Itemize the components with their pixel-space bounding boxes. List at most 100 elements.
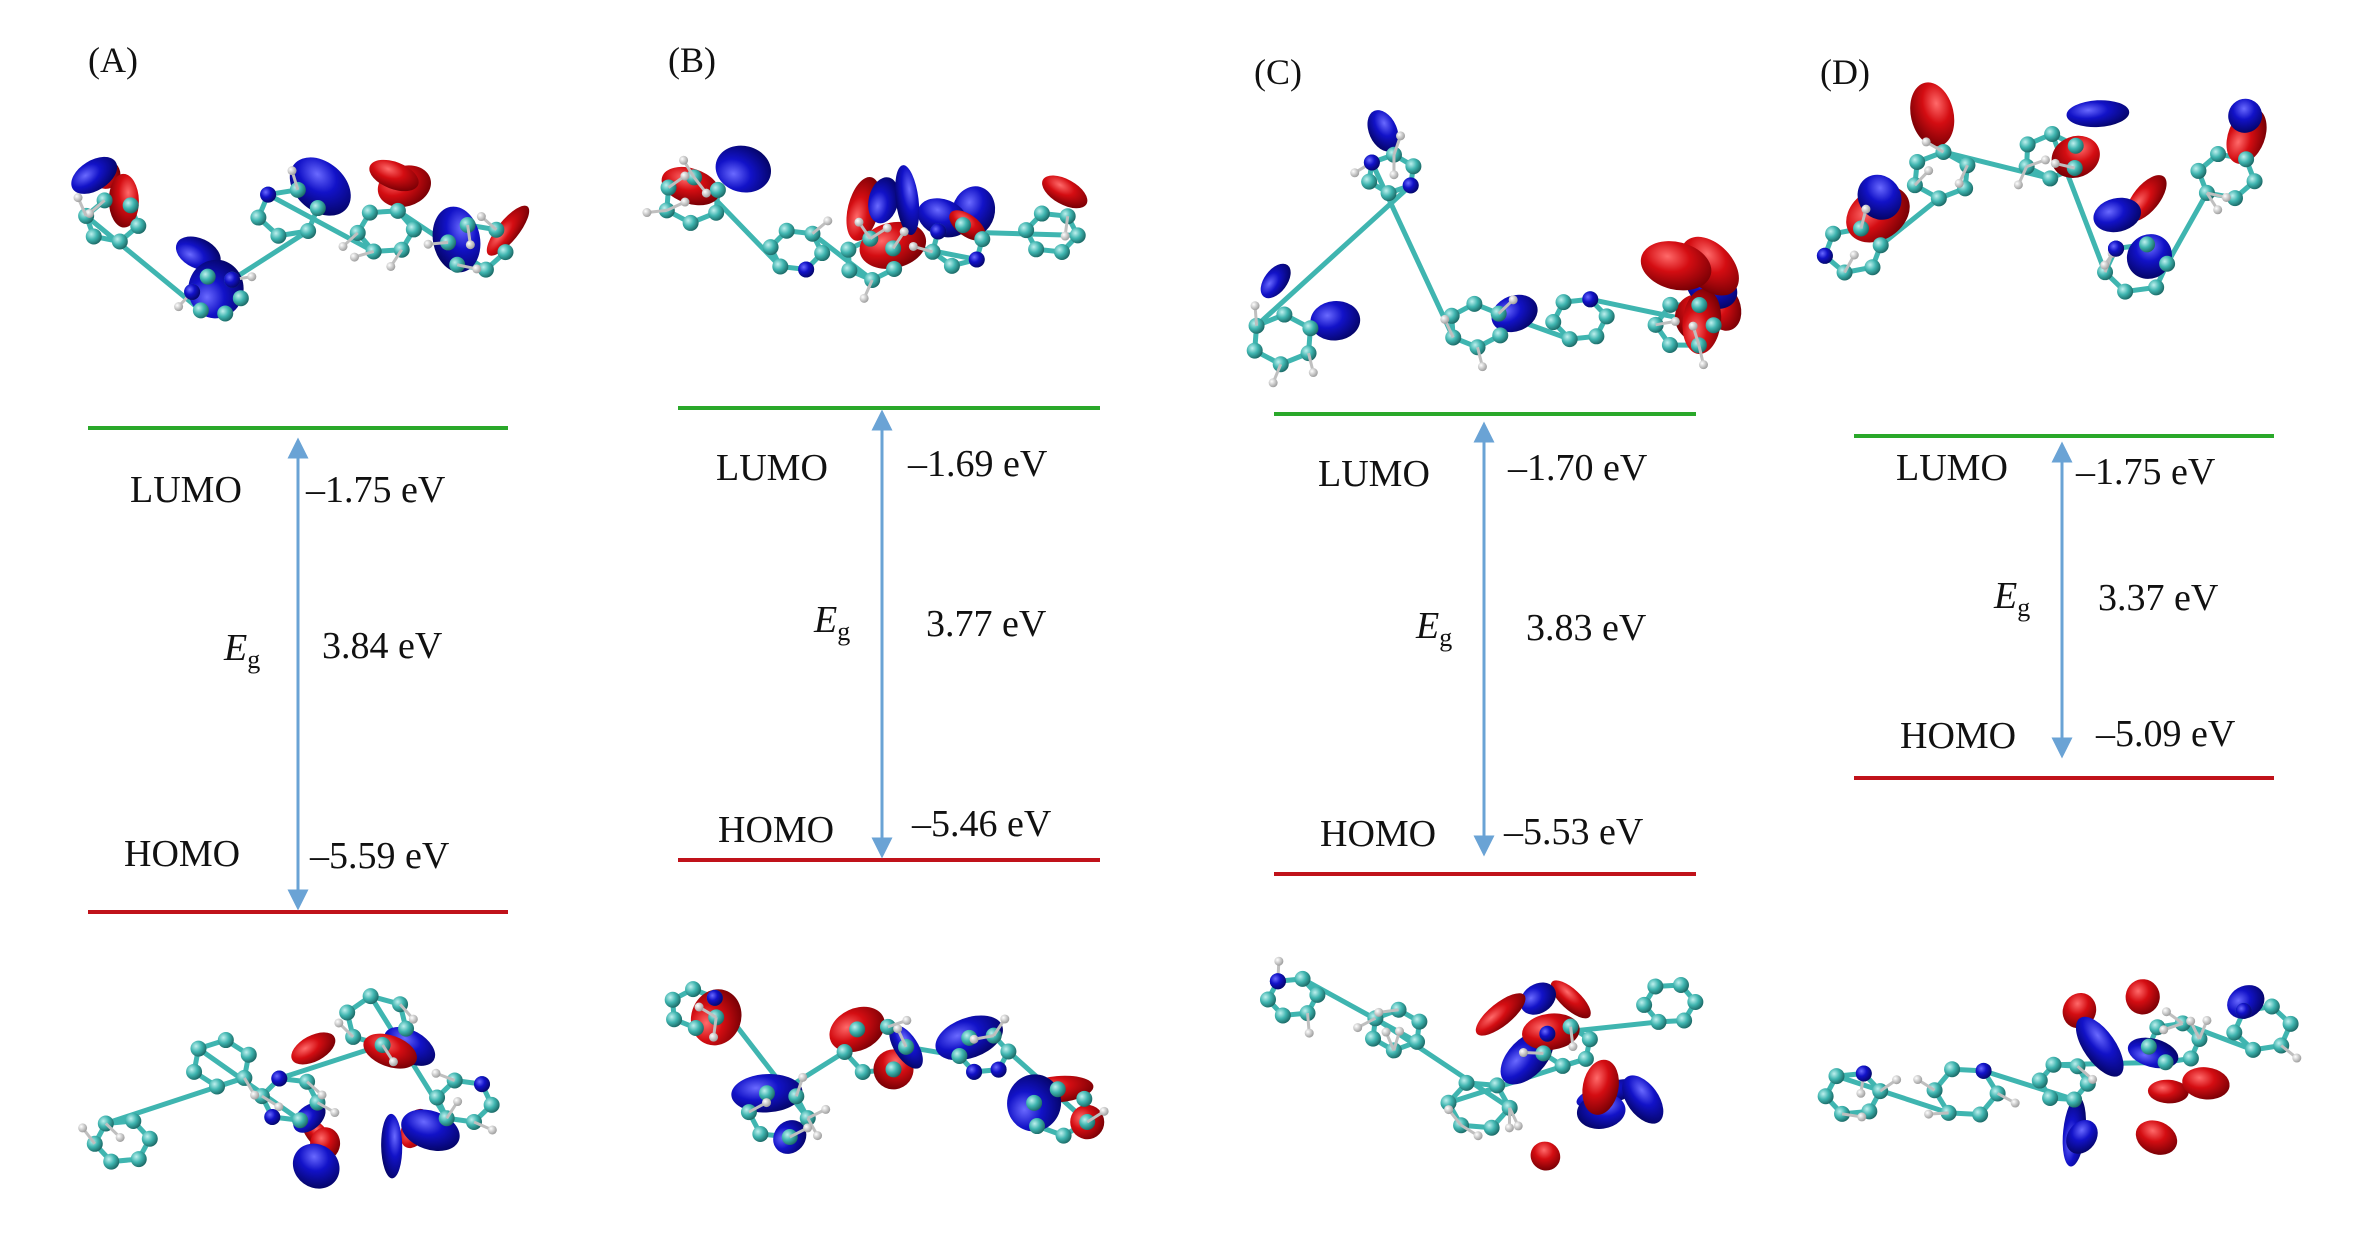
carbon-atom: [1055, 1127, 1072, 1144]
carbon-atom: [1650, 1013, 1667, 1030]
hydrogen-atom: [1670, 316, 1680, 326]
carbon-atom: [1676, 1012, 1693, 1029]
carbon-atom: [1409, 1033, 1426, 1050]
panel-label: (D): [1820, 52, 1870, 92]
orbital-lobe-negative: [292, 1143, 340, 1189]
carbon-atom: [772, 258, 789, 275]
carbon-atom: [339, 1004, 356, 1021]
carbon-atom: [130, 217, 147, 234]
hydrogen-atom: [1374, 1007, 1384, 1017]
lumo-energy: –1.69 eV: [907, 443, 1048, 485]
carbon-atom: [398, 1020, 415, 1037]
carbon-atom: [849, 1021, 866, 1038]
carbon-atom: [477, 261, 494, 278]
lumo-orbital-image: [71, 156, 530, 322]
carbon-atom: [300, 222, 317, 239]
homo-energy: –5.59 eV: [309, 835, 450, 877]
carbon-atom: [2140, 1038, 2157, 1055]
carbon-atom: [1405, 158, 1422, 175]
hydrogen-atom: [2186, 1016, 2196, 1026]
orbital-lobe-negative: [381, 1113, 403, 1179]
carbon-atom: [362, 988, 379, 1005]
carbon-atom: [2042, 1089, 2059, 1106]
orbital-lobe-negative: [1520, 982, 1557, 1015]
carbon-atom: [186, 1063, 203, 1080]
carbon-atom: [1588, 328, 1605, 345]
hydrogen-atom: [1857, 1112, 1867, 1122]
carbon-atom: [2148, 279, 2165, 296]
bond: [1835, 1073, 1950, 1116]
orbital-lobe-positive: [2051, 135, 2100, 178]
hydrogen-atom: [1473, 1131, 1483, 1141]
carbon-atom: [209, 1078, 226, 1095]
carbon-atom: [199, 268, 216, 285]
hydrogen-atom: [803, 1123, 813, 1133]
hydrogen-atom: [338, 241, 348, 251]
hydrogen-atom: [1304, 1028, 1314, 1038]
carbon-atom: [1691, 297, 1708, 314]
carbon-atom: [2190, 162, 2207, 179]
carbon-atom: [1309, 986, 1326, 1003]
hydrogen-atom: [317, 1090, 327, 1100]
nitrogen-atom: [1855, 1065, 1872, 1082]
hydrogen-atom: [893, 1024, 903, 1034]
hydrogen-atom: [679, 155, 689, 165]
hydrogen-atom: [2202, 1015, 2212, 1025]
carbon-atom: [762, 239, 779, 256]
nitrogen-atom: [1402, 177, 1419, 194]
hydrogen-atom: [969, 1034, 979, 1044]
hydrogen-atom: [349, 252, 359, 262]
carbon-atom: [2210, 146, 2227, 163]
homo-label: HOMO: [1320, 813, 1436, 855]
hydrogen-atom: [1688, 321, 1698, 331]
carbon-atom: [1259, 991, 1276, 1008]
hydrogen-atom: [798, 1072, 808, 1082]
carbon-atom: [682, 214, 699, 231]
carbon-atom: [1545, 314, 1562, 331]
nitrogen-atom: [1975, 1062, 1992, 1079]
homo-label: HOMO: [1900, 715, 2016, 757]
panel-label: (C): [1254, 52, 1302, 92]
nitrogen-atom: [1539, 1025, 1556, 1042]
carbon-atom: [2044, 125, 2061, 142]
carbon-atom: [232, 290, 249, 307]
orbital-lobe-positive: [369, 159, 419, 192]
nitrogen-atom: [184, 283, 201, 300]
carbon-atom: [1909, 153, 1926, 170]
orbital-lobe-positive: [1582, 1059, 1619, 1115]
carbon-atom: [2019, 136, 2036, 153]
homo-orbital-image: [1817, 979, 2302, 1167]
hydrogen-atom: [1698, 360, 1708, 370]
hydrogen-atom: [882, 223, 892, 233]
hydrogen-atom: [386, 261, 396, 271]
carbon-atom: [752, 1125, 769, 1142]
carbon-atom: [1687, 994, 1704, 1011]
hydrogen-atom: [1268, 378, 1278, 388]
hydrogen-atom: [908, 241, 918, 251]
carbon-atom: [1069, 227, 1086, 244]
panel-c: (C) LUMO –1.70 eV Eg 3.83 eV HOMO –5.53 …: [1246, 52, 1742, 1171]
hydrogen-atom: [423, 239, 433, 249]
carbon-atom: [1489, 1077, 1506, 1094]
nitrogen-atom: [260, 186, 277, 203]
nitrogen-atom: [264, 1108, 281, 1125]
hydrogen-atom: [823, 216, 833, 226]
carbon-atom: [1018, 222, 1035, 239]
lumo-orbital-image: [642, 145, 1088, 303]
carbon-atom: [2117, 283, 2134, 300]
carbon-atom: [111, 233, 128, 250]
carbon-atom: [1483, 1119, 1500, 1136]
orbital-lobe-negative: [289, 157, 351, 216]
orbital-lobe-positive: [291, 1032, 336, 1065]
bond: [84, 213, 203, 313]
hydrogen-atom: [334, 1018, 344, 1028]
carbon-atom: [85, 228, 102, 245]
orbital-lobe-negative: [1491, 294, 1538, 333]
carbon-atom: [1636, 996, 1653, 1013]
hydrogen-atom: [1308, 368, 1318, 378]
carbon-atom: [1817, 1088, 1834, 1105]
carbon-atom: [1577, 1050, 1594, 1067]
lumo-energy: –1.70 eV: [1507, 447, 1648, 489]
bond: [230, 228, 310, 282]
panel-d: (D) LUMO –1.75 eV Eg 3.37 eV HOMO –5.09 …: [1816, 52, 2302, 1167]
